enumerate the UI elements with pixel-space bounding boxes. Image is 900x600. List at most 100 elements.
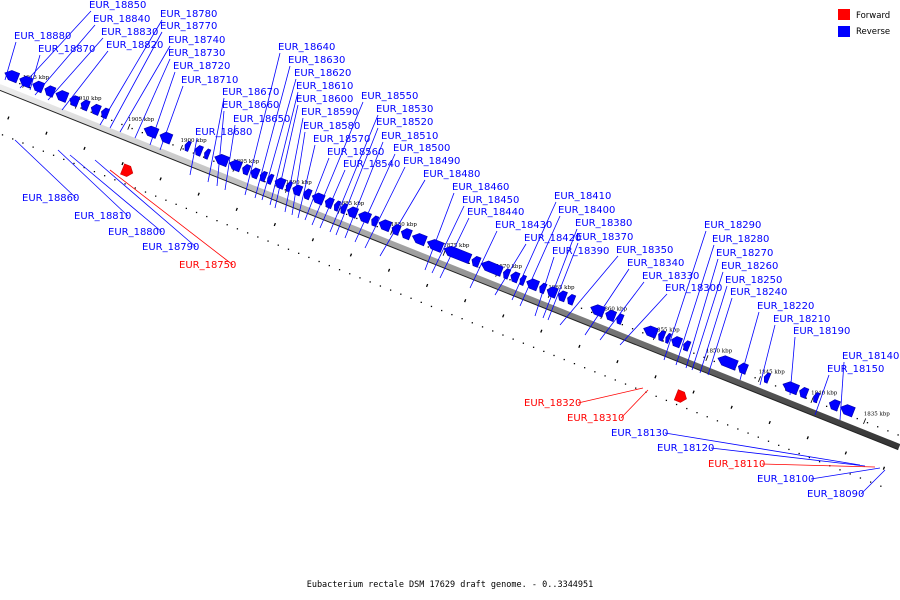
gene-label-eur-18140: EUR_18140 [842, 351, 899, 362]
minor-tick [806, 436, 809, 440]
reverse-gene-arrow [671, 336, 683, 349]
reverse-gene-arrow [616, 313, 625, 325]
upper-guide-dot [662, 340, 664, 342]
reverse-gene-arrow [840, 404, 856, 418]
lower-guide-dot [880, 485, 882, 487]
reverse-gene-arrow [471, 255, 482, 268]
leader-line-eur-18650 [224, 124, 236, 191]
lower-guide-dot [216, 220, 218, 222]
upper-guide-dot [376, 225, 378, 228]
genome-track [0, 78, 900, 487]
upper-guide-dot [877, 426, 879, 428]
lower-guide-dot [726, 424, 729, 426]
leader-line-eur-18610 [269, 91, 299, 206]
lower-guide-dot [532, 346, 535, 348]
lower-guide-dot [277, 244, 279, 246]
upper-guide-dot [19, 82, 21, 85]
lower-guide-dot [696, 412, 698, 414]
lower-guide-dot [522, 342, 525, 344]
reverse-gene-arrow [717, 355, 739, 371]
label-leaders [4, 10, 886, 495]
lower-guide-dot [226, 224, 228, 226]
upper-guide-dot [182, 148, 184, 150]
leader-line-eur-18840 [34, 24, 96, 96]
reverse-gene-arrow [526, 278, 540, 292]
gene-label-eur-18510: EUR_18510 [381, 131, 438, 142]
leader-line-eur-18190 [789, 336, 796, 396]
leader-line-eur-18880 [4, 41, 17, 81]
gene-label-eur-18800: EUR_18800 [108, 227, 165, 238]
minor-tick [882, 466, 886, 470]
reverse-gene-arrow [658, 330, 667, 342]
lower-guide-dot [379, 285, 382, 287]
minor-tick [616, 359, 619, 364]
reverse-gene-arrow [303, 188, 313, 201]
leader-line-eur-18870 [29, 54, 41, 91]
gene-label-eur-18350: EUR_18350 [616, 245, 673, 256]
scale-ticks: 1915 kbp 1910 kbp 1905 kbp 1900 kbp 1895 kbp… [22, 75, 890, 425]
reverse-gene-arrow [44, 85, 57, 98]
lower-guide-dot [83, 166, 85, 169]
scale-tick-label: 1875 kbp [443, 243, 470, 249]
gene-label-eur-18870: EUR_18870 [38, 44, 95, 55]
gene-label-eur-18840: EUR_18840 [93, 14, 150, 25]
scale-tick-label: 1840 kbp [811, 390, 838, 396]
lower-guide-dot [206, 215, 208, 218]
lower-guide-dot [144, 191, 147, 193]
leader-line-eur-18220 [739, 311, 760, 381]
leader-line-eur-18250 [699, 285, 728, 374]
leader-line-eur-18860 [14, 139, 77, 199]
gene-label-eur-18720: EUR_18720 [173, 61, 230, 72]
lower-guide-dot [103, 175, 106, 177]
lower-guide-dot [706, 416, 708, 418]
lower-guide-dot [665, 399, 668, 402]
lower-guide-dot [859, 477, 862, 479]
reverse-gene-arrow [204, 148, 212, 160]
reverse-gene-arrow [334, 200, 342, 212]
gene-label-eur-18290: EUR_18290 [704, 220, 761, 231]
lower-guide-dot [737, 428, 739, 430]
gene-label-eur-18770: EUR_18770 [160, 21, 217, 32]
lower-guide-dot [267, 240, 269, 242]
leader-line-eur-18290 [663, 230, 707, 361]
leader-line-eur-18510 [344, 141, 384, 239]
reverse-gene-arrow [557, 290, 568, 303]
minor-tick [311, 238, 315, 242]
gene-label-eur-18730: EUR_18730 [168, 48, 225, 59]
minor-tick [197, 192, 200, 196]
leader-line-eur-18320 [577, 387, 644, 404]
leader-line-eur-18450 [431, 205, 465, 274]
lower-guide-dot [430, 305, 433, 308]
lower-guide-dot [481, 326, 484, 328]
lower-guide-dot [849, 473, 851, 475]
lower-guide-dot [563, 358, 565, 361]
reverse-gene-arrow [503, 268, 512, 280]
gene-label-eur-18560: EUR_18560 [327, 147, 384, 158]
leader-line-eur-18520 [335, 127, 379, 236]
gene-label-eur-18480: EUR_18480 [423, 169, 480, 180]
gene-label-eur-18570: EUR_18570 [313, 134, 370, 145]
leader-line-eur-18440 [439, 217, 470, 279]
upper-guide-dot [213, 160, 215, 162]
leader-line-eur-18780 [99, 19, 163, 126]
gene-label-eur-18590: EUR_18590 [301, 107, 358, 118]
legend-swatch-forward [838, 9, 850, 20]
leader-line-eur-18750 [109, 169, 234, 266]
gene-label-eur-18210: EUR_18210 [773, 314, 830, 325]
scale-tick-label: 1910 kbp [75, 96, 102, 102]
lower-guide-dot [818, 461, 821, 463]
legend-label-reverse: Reverse [856, 27, 890, 37]
minor-tick [844, 451, 848, 455]
lower-guide-dot [686, 407, 688, 410]
upper-guide-dot [345, 213, 348, 215]
scale-tick-label: 1900 kbp [181, 138, 208, 144]
gene-label-eur-18300: EUR_18300 [665, 283, 722, 294]
gene-label-eur-18810: EUR_18810 [74, 211, 131, 222]
lower-guide-dot [798, 452, 800, 455]
leader-line-eur-18600 [274, 104, 299, 209]
reverse-gene-arrow [590, 304, 606, 318]
legend-swatch-reverse [838, 26, 850, 37]
reverse-gene-arrow [799, 387, 810, 399]
scale-tick-mark [810, 397, 814, 404]
reverse-gene-arrow [358, 211, 372, 224]
